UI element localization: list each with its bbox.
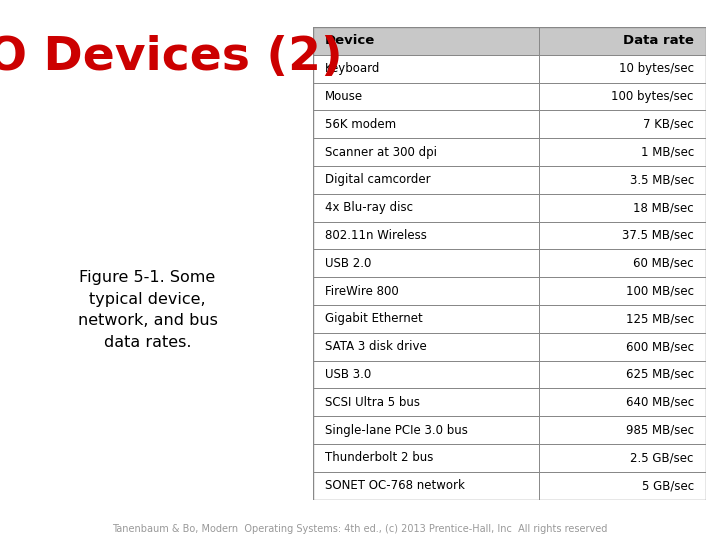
Bar	[313, 166, 706, 194]
Text: Data rate: Data rate	[623, 35, 694, 48]
Text: SONET OC-768 network: SONET OC-768 network	[325, 479, 465, 492]
Bar	[313, 305, 706, 333]
Text: 625 MB/sec: 625 MB/sec	[626, 368, 694, 381]
Text: 5 GB/sec: 5 GB/sec	[642, 479, 694, 492]
Text: 4x Blu-ray disc: 4x Blu-ray disc	[325, 201, 413, 214]
Text: 2.5 GB/sec: 2.5 GB/sec	[631, 451, 694, 464]
Bar	[313, 83, 706, 110]
Text: 985 MB/sec: 985 MB/sec	[626, 423, 694, 436]
Text: 56K modem: 56K modem	[325, 118, 396, 131]
Text: FireWire 800: FireWire 800	[325, 285, 399, 298]
Bar	[313, 55, 706, 83]
Bar	[313, 416, 706, 444]
Bar	[313, 388, 706, 416]
Text: Digital camcorder: Digital camcorder	[325, 173, 431, 186]
Text: Figure 5-1. Some
typical device,
network, and bus
data rates.: Figure 5-1. Some typical device, network…	[78, 270, 217, 350]
Text: 802.11n Wireless: 802.11n Wireless	[325, 229, 427, 242]
Text: 1 MB/sec: 1 MB/sec	[641, 146, 694, 159]
Bar	[313, 194, 706, 221]
Text: Device: Device	[325, 35, 375, 48]
Text: Keyboard: Keyboard	[325, 62, 380, 75]
Bar	[313, 361, 706, 388]
Bar	[313, 249, 706, 277]
Text: I/O Devices (2): I/O Devices (2)	[0, 35, 343, 80]
Bar	[313, 221, 706, 249]
Text: USB 2.0: USB 2.0	[325, 256, 372, 270]
Bar	[313, 472, 706, 500]
Text: Scanner at 300 dpi: Scanner at 300 dpi	[325, 146, 437, 159]
Text: Tanenbaum & Bo, Modern  Operating Systems: 4th ed., (c) 2013 Prentice-Hall, Inc : Tanenbaum & Bo, Modern Operating Systems…	[112, 523, 608, 534]
Text: 37.5 MB/sec: 37.5 MB/sec	[622, 229, 694, 242]
Text: SCSI Ultra 5 bus: SCSI Ultra 5 bus	[325, 396, 420, 409]
Text: 125 MB/sec: 125 MB/sec	[626, 312, 694, 325]
Text: 10 bytes/sec: 10 bytes/sec	[618, 62, 694, 75]
Text: SATA 3 disk drive: SATA 3 disk drive	[325, 340, 427, 353]
Text: 3.5 MB/sec: 3.5 MB/sec	[629, 173, 694, 186]
Text: Mouse: Mouse	[325, 90, 363, 103]
Text: Gigabit Ethernet: Gigabit Ethernet	[325, 312, 423, 325]
Bar	[313, 277, 706, 305]
Bar	[313, 333, 706, 361]
Bar	[313, 138, 706, 166]
Bar	[313, 27, 706, 55]
Text: Single-lane PCIe 3.0 bus: Single-lane PCIe 3.0 bus	[325, 423, 468, 436]
Text: 100 MB/sec: 100 MB/sec	[626, 285, 694, 298]
Text: 640 MB/sec: 640 MB/sec	[626, 396, 694, 409]
Text: 60 MB/sec: 60 MB/sec	[633, 256, 694, 270]
Text: Thunderbolt 2 bus: Thunderbolt 2 bus	[325, 451, 433, 464]
Text: 100 bytes/sec: 100 bytes/sec	[611, 90, 694, 103]
Text: 18 MB/sec: 18 MB/sec	[633, 201, 694, 214]
Text: 7 KB/sec: 7 KB/sec	[643, 118, 694, 131]
Text: 600 MB/sec: 600 MB/sec	[626, 340, 694, 353]
Bar	[313, 444, 706, 472]
Bar	[313, 110, 706, 138]
Text: USB 3.0: USB 3.0	[325, 368, 372, 381]
